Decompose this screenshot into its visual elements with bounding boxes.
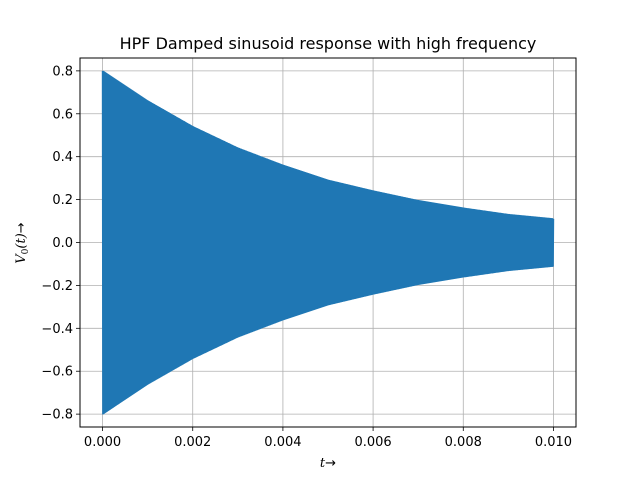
y-tick-label: 0.0 [52, 236, 73, 251]
x-tick-label: 0.008 [445, 435, 482, 450]
y-tick-label: 0.4 [52, 150, 73, 165]
y-tick-label: −0.2 [41, 279, 73, 294]
plot-area [101, 70, 555, 415]
y-axis: −0.8 −0.6 −0.4 −0.2 0.0 0.2 0.4 0.6 0.8 [41, 64, 80, 423]
x-axis: 0.000 0.002 0.004 0.006 0.008 0.010 [84, 427, 572, 450]
y-tick-label: −0.4 [41, 322, 73, 337]
series-line [101, 70, 555, 415]
y-axis-label: V0(t)→ [14, 222, 31, 264]
x-tick-label: 0.004 [264, 435, 301, 450]
chart-title: HPF Damped sinusoid response with high f… [120, 34, 537, 53]
x-tick-label: 0.006 [354, 435, 391, 450]
y-tick-label: −0.6 [41, 365, 73, 380]
x-tick-label: 0.000 [84, 435, 121, 450]
x-tick-label: 0.002 [174, 435, 211, 450]
y-tick-label: −0.8 [41, 408, 73, 423]
y-tick-label: 0.8 [52, 64, 73, 79]
x-tick-label: 0.010 [535, 435, 572, 450]
x-axis-label: t→ [320, 456, 336, 471]
y-tick-label: 0.6 [52, 107, 73, 122]
y-tick-label: 0.2 [52, 193, 73, 208]
